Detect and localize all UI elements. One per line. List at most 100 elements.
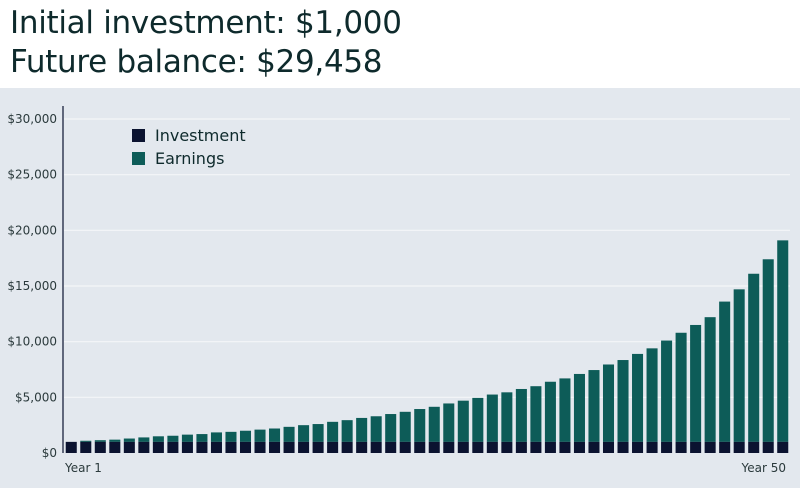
earnings-bar — [327, 421, 339, 442]
investment-bar — [225, 441, 237, 453]
investment-bar — [617, 441, 629, 453]
investment-bar — [690, 441, 702, 453]
investment-bar — [269, 441, 281, 453]
earnings-bar — [675, 332, 687, 442]
earnings-bar — [283, 426, 295, 442]
earnings-bar — [661, 340, 673, 442]
earnings-bar — [588, 370, 600, 442]
earnings-bar — [152, 436, 164, 442]
y-tick-label: $20,000 — [7, 223, 57, 237]
earnings-bar — [298, 425, 310, 442]
earnings-bar — [690, 324, 702, 442]
investment-bar — [632, 441, 644, 453]
earnings-bar — [573, 373, 585, 442]
earnings-bar — [457, 400, 469, 442]
investment-bar — [341, 441, 353, 453]
earnings-bar — [632, 353, 644, 442]
investment-bar — [210, 441, 222, 453]
header: Initial investment: $1,000 Future balanc… — [0, 0, 800, 88]
investment-bar — [123, 441, 135, 453]
earnings-bar — [109, 439, 121, 442]
legend-earnings-swatch — [132, 152, 145, 165]
earnings-bar — [617, 360, 629, 442]
headline-future-balance: Future balance: $29,458 — [10, 44, 383, 80]
investment-bar — [167, 441, 179, 453]
investment-bar — [181, 441, 193, 453]
investment-bar — [254, 441, 266, 453]
earnings-bar — [399, 411, 411, 442]
investment-bar — [109, 441, 121, 453]
earnings-bar — [602, 364, 615, 442]
investment-bar — [675, 441, 687, 453]
earnings-bar — [225, 431, 237, 442]
legend-investment-label: Investment — [155, 126, 246, 145]
investment-bar — [602, 441, 615, 453]
y-tick-labels: $0 $5,000 $10,000 $15,000 $20,000 $25,000 $30,… — [7, 112, 57, 460]
earnings-bar — [530, 386, 542, 442]
earnings-bar — [777, 240, 789, 442]
investment-bar — [486, 441, 498, 453]
investment-bar — [138, 441, 150, 453]
investment-bar — [370, 441, 382, 453]
earnings-bar — [167, 435, 179, 442]
earnings-bar — [704, 317, 716, 442]
earnings-bar — [486, 394, 498, 442]
y-tick-label: $15,000 — [7, 279, 57, 293]
earnings-bar — [210, 432, 222, 442]
investment-bar — [152, 441, 164, 453]
legend-investment-swatch — [132, 129, 145, 142]
y-tick-label: $25,000 — [7, 168, 57, 182]
x-tick-label-last: Year 50 — [741, 461, 787, 475]
earnings-bar — [544, 381, 556, 442]
earnings-bar — [196, 434, 208, 442]
investment-bar — [661, 441, 673, 453]
earnings-bar — [414, 409, 426, 442]
earnings-bar — [385, 414, 397, 442]
earnings-bar — [719, 301, 731, 442]
x-tick-label-first: Year 1 — [64, 461, 102, 475]
y-tick-label: $10,000 — [7, 335, 57, 349]
earnings-bar — [559, 378, 571, 442]
investment-bar — [283, 441, 295, 453]
y-tick-label: $0 — [42, 446, 57, 460]
chart-panel: $0 $5,000 $10,000 $15,000 $20,000 $25,000 $30,… — [0, 88, 800, 488]
headline-initial-investment: Initial investment: $1,000 — [10, 5, 402, 41]
earnings-bar — [254, 429, 266, 442]
earnings-bar — [356, 417, 368, 442]
investment-bar — [501, 441, 513, 453]
earnings-bar — [733, 289, 745, 442]
investment-bar — [719, 441, 731, 453]
investment-bar — [196, 441, 208, 453]
earnings-bar — [80, 440, 92, 442]
legend-earnings-label: Earnings — [155, 149, 224, 168]
investment-bar — [443, 441, 455, 453]
investment-bar — [733, 441, 745, 453]
earnings-bar — [181, 434, 193, 442]
earnings-bar — [312, 424, 324, 442]
investment-bar — [94, 441, 106, 453]
investment-bar — [327, 441, 339, 453]
y-tick-label: $30,000 — [7, 112, 57, 126]
investment-bar — [777, 441, 789, 453]
investment-bar — [559, 441, 571, 453]
earnings-bar — [443, 403, 455, 442]
investment-bar — [472, 441, 484, 453]
earnings-bar — [370, 416, 382, 442]
earnings-bar — [341, 420, 353, 442]
earnings-bar — [94, 440, 106, 442]
investment-bar — [588, 441, 600, 453]
earnings-bar — [646, 348, 658, 442]
investment-bar — [544, 441, 556, 453]
investment-bar — [573, 441, 585, 453]
bars — [65, 240, 789, 453]
x-tick-labels: Year 1 Year 50 — [64, 461, 786, 475]
investment-bar — [748, 441, 760, 453]
investment-bar — [239, 441, 252, 453]
earnings-bar — [515, 388, 527, 442]
earnings-bar — [762, 259, 774, 442]
investment-bar — [704, 441, 716, 453]
investment-bar — [457, 441, 469, 453]
earnings-bar — [428, 406, 440, 442]
earnings-bar — [501, 392, 513, 442]
bar-chart: $0 $5,000 $10,000 $15,000 $20,000 $25,000 $30,… — [7, 106, 790, 475]
